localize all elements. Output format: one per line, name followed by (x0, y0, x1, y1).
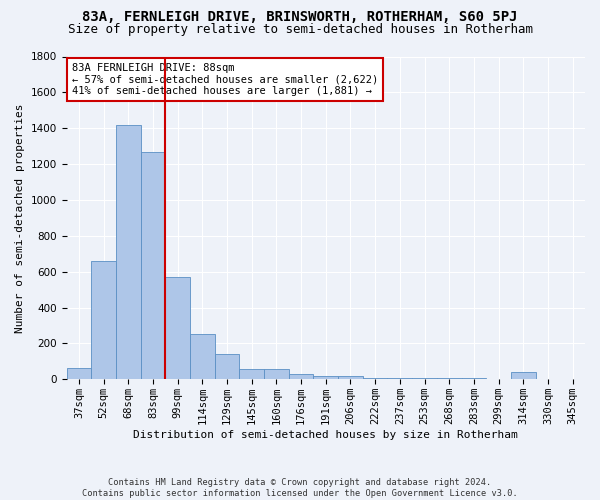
Y-axis label: Number of semi-detached properties: Number of semi-detached properties (15, 103, 25, 332)
Bar (67, 368, 91, 380)
Text: 83A, FERNLEIGH DRIVE, BRINSWORTH, ROTHERHAM, S60 5PJ: 83A, FERNLEIGH DRIVE, BRINSWORTH, ROTHER… (82, 10, 518, 24)
X-axis label: Distribution of semi-detached houses by size in Rotherham: Distribution of semi-detached houses by … (133, 430, 518, 440)
Bar (165, 277, 190, 380)
Bar (264, 370, 289, 380)
Text: 83A FERNLEIGH DRIVE: 88sqm
← 57% of semi-detached houses are smaller (2,622)
41%: 83A FERNLEIGH DRIVE: 88sqm ← 57% of semi… (72, 63, 378, 96)
Text: Contains HM Land Registry data © Crown copyright and database right 2024.
Contai: Contains HM Land Registry data © Crown c… (82, 478, 518, 498)
Bar (388, 378, 412, 380)
Bar (313, 376, 338, 380)
Bar (215, 354, 239, 380)
Bar (190, 334, 215, 380)
Bar (412, 378, 437, 380)
Bar (363, 378, 388, 380)
Bar (338, 376, 363, 380)
Bar (140, 152, 165, 380)
Bar (116, 124, 140, 380)
Text: Size of property relative to semi-detached houses in Rotherham: Size of property relative to semi-detach… (67, 22, 533, 36)
Bar (461, 378, 486, 380)
Bar (91, 261, 116, 380)
Bar (239, 368, 264, 380)
Bar (437, 378, 461, 380)
Bar (289, 374, 313, 380)
Bar (511, 372, 536, 380)
